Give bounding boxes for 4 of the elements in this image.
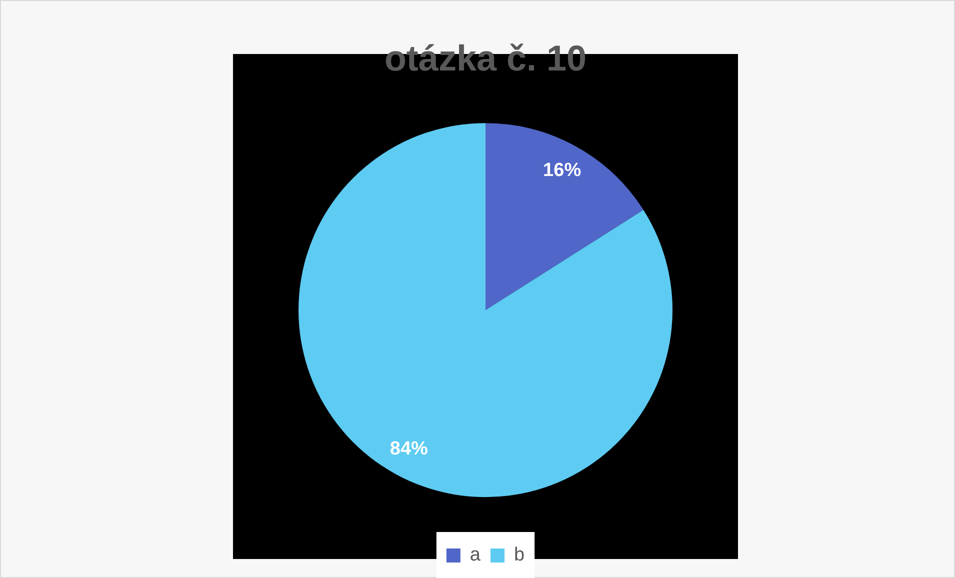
- legend-label: b: [514, 544, 525, 566]
- data-label: 16%: [543, 160, 582, 182]
- data-label: 84%: [390, 438, 428, 460]
- legend-label: a: [470, 544, 481, 566]
